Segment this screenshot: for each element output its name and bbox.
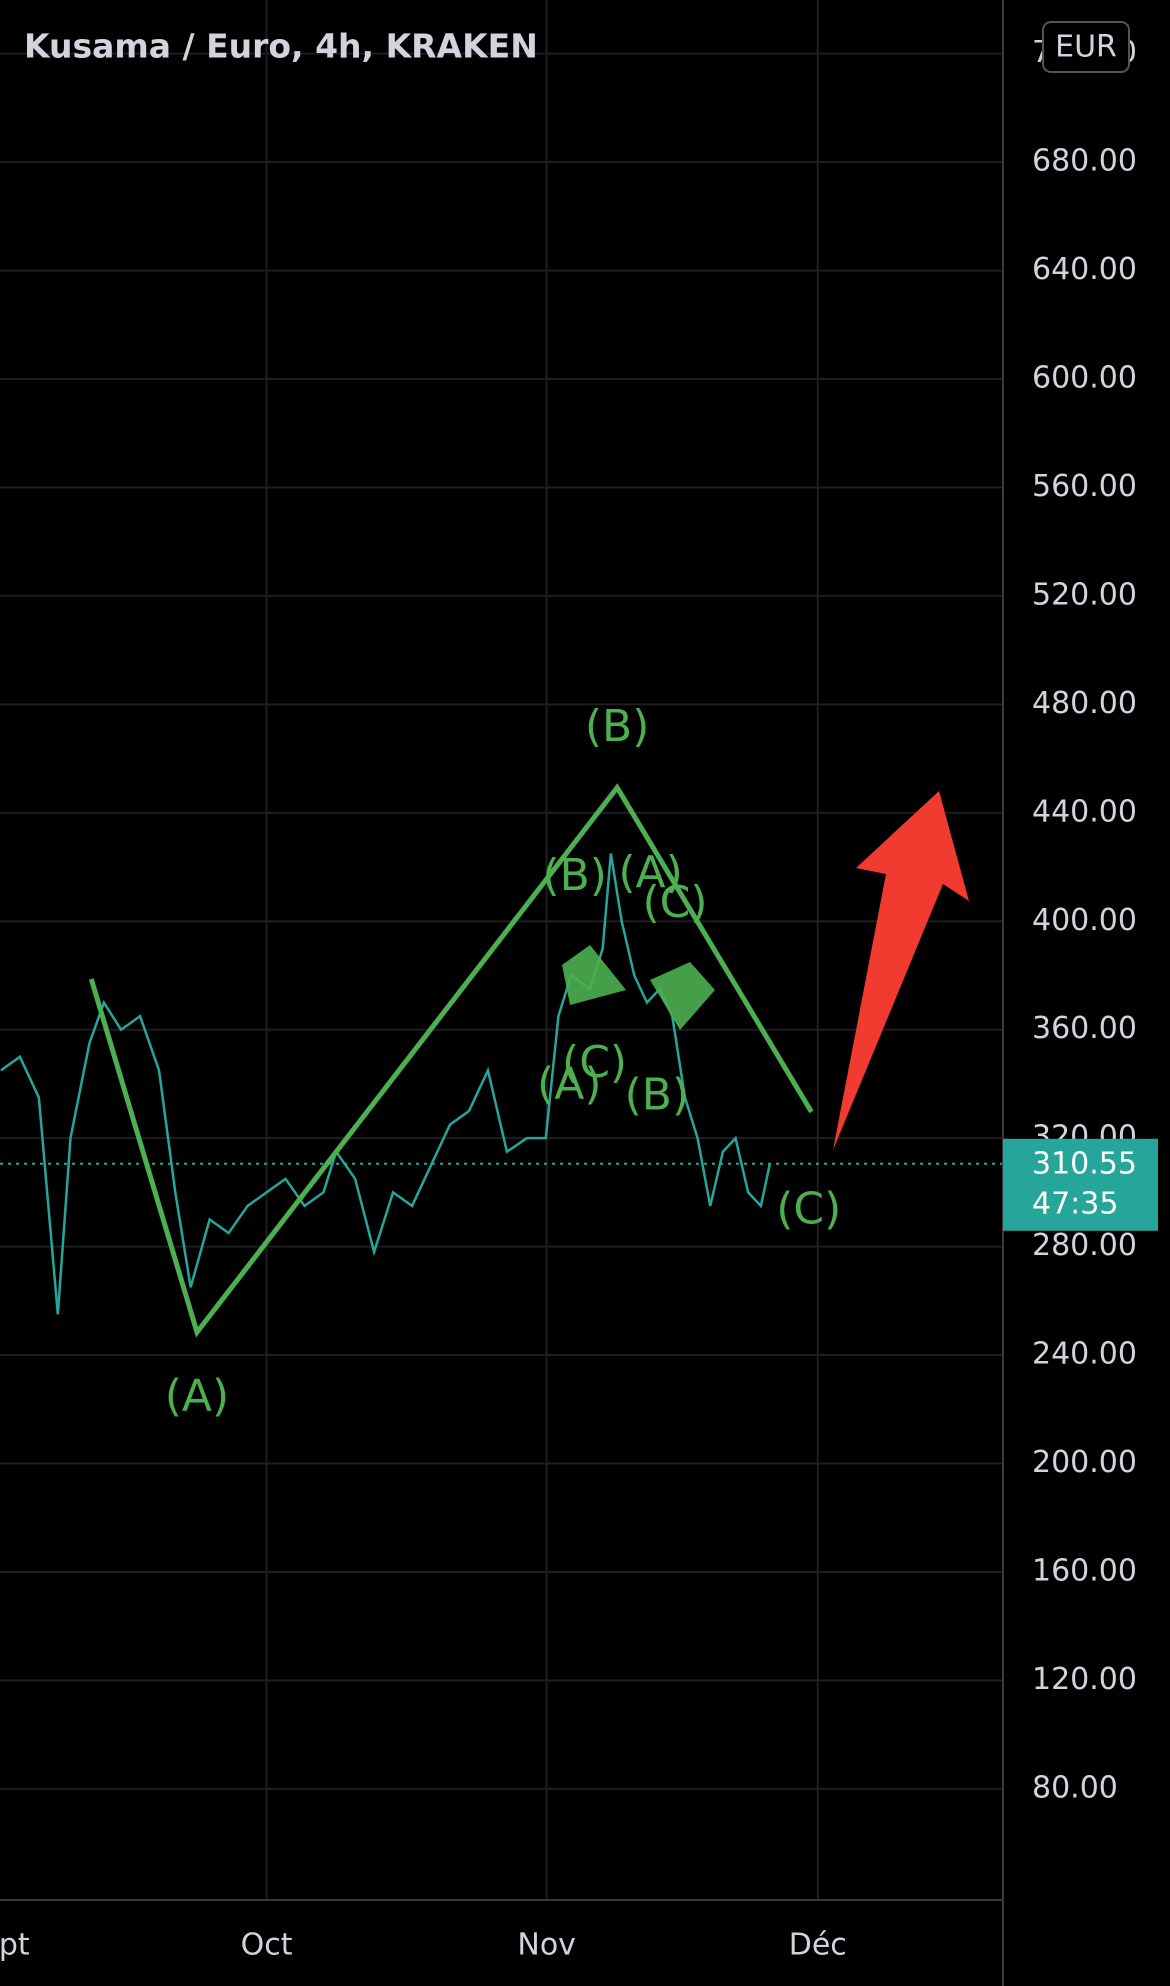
countdown-label: 47:35 [1032, 1186, 1118, 1221]
wave-label: (B) [625, 1069, 690, 1120]
y-tick-label: 200.00 [1032, 1445, 1137, 1480]
chart-title: Kusama / Euro, 4h, KRAKEN [24, 27, 538, 66]
wave-label: (A) [537, 1059, 601, 1110]
wave-label: (A) [618, 847, 682, 898]
triangle [650, 962, 715, 1030]
x-tick-label: Oct [241, 1928, 293, 1963]
y-tick-label: 600.00 [1032, 361, 1137, 396]
wave-label: (A) [165, 1370, 229, 1421]
last-price-label: 310.55 [1032, 1146, 1137, 1181]
plot-area: (A)(B)(C)(B) (A)(C)(C)(A) (B) [0, 701, 1003, 1421]
y-tick-label: 440.00 [1032, 794, 1137, 829]
wave-label: (C) [642, 877, 707, 928]
y-tick-label: 520.00 [1032, 577, 1137, 612]
y-tick-label: 680.00 [1032, 144, 1137, 179]
y-tick-label: 400.00 [1032, 903, 1137, 938]
wave-label: (C) [562, 1037, 627, 1088]
wave-label: (B) [542, 850, 607, 901]
y-tick-label: 160.00 [1032, 1553, 1137, 1588]
currency-label: EUR [1055, 30, 1117, 65]
currency-badge [1042, 21, 1130, 73]
price-badge [1003, 1138, 1158, 1231]
x-tick-label: Sept [0, 1928, 30, 1963]
grid [0, 0, 1003, 1900]
arrow [833, 791, 969, 1150]
y-tick-label: 360.00 [1032, 1011, 1137, 1046]
wave-label: (B) [585, 701, 650, 752]
x-tick-label: Nov [517, 1928, 576, 1963]
y-tick-label: 560.00 [1032, 469, 1137, 504]
y-tick-label: 640.00 [1032, 252, 1137, 287]
wave-label: (C) [776, 1183, 841, 1234]
y-tick-label: 120.00 [1032, 1662, 1137, 1697]
y-axis: 80.00120.00160.00200.00240.00280.00320.0… [1003, 35, 1158, 1805]
triangle [562, 945, 626, 1005]
y-tick-label: 240.00 [1032, 1337, 1137, 1372]
y-tick-label: 280.00 [1032, 1228, 1137, 1263]
wave-line [88, 783, 814, 1338]
y-tick-label: 480.00 [1032, 686, 1137, 721]
y-tick-label: 80.00 [1032, 1770, 1118, 1805]
x-tick-label: Déc [789, 1928, 847, 1963]
